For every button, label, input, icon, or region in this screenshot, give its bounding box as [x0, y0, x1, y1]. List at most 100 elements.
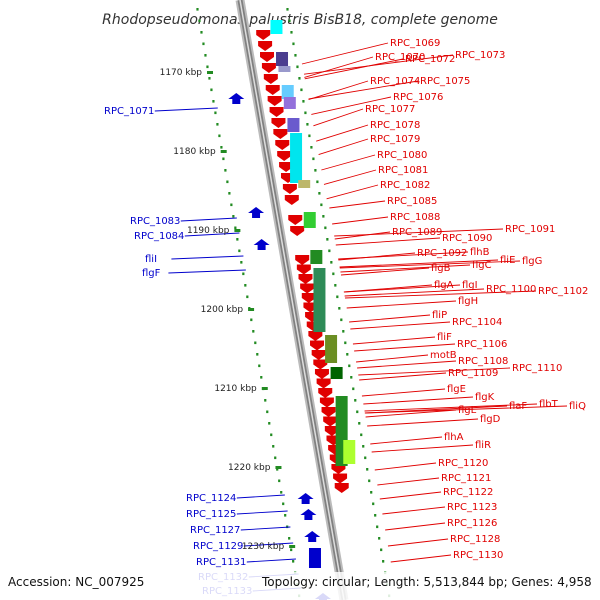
forward-gene-arrow — [273, 129, 288, 139]
forward-gene-arrow — [261, 63, 276, 73]
forward-gene-label[interactable]: fliF — [437, 332, 452, 343]
leader-line — [326, 184, 379, 200]
forward-gene-label[interactable]: flgG — [522, 256, 542, 267]
forward-gene-label[interactable]: RPC_1100 — [486, 284, 536, 295]
forward-gene-label[interactable]: flgH — [458, 296, 478, 307]
reverse-gene-label[interactable]: RPC_1124 — [186, 493, 236, 504]
leader-line — [377, 477, 440, 486]
forward-gene-label[interactable]: RPC_1077 — [365, 104, 415, 115]
tick-dot — [198, 19, 201, 23]
forward-gene-arrow — [288, 215, 303, 225]
forward-gene-label[interactable]: flaF — [509, 401, 527, 412]
forward-gene-label[interactable]: RPC_1122 — [443, 487, 493, 498]
forward-gene-label[interactable]: flgK — [475, 392, 495, 403]
leader-line — [184, 232, 240, 237]
leader-line — [349, 314, 431, 323]
forward-gene-label[interactable]: RPC_1102 — [538, 286, 588, 297]
forward-gene-label[interactable]: RPC_1081 — [378, 165, 428, 176]
forward-gene-label[interactable]: RPC_1073 — [455, 50, 505, 61]
reverse-gene-label[interactable]: fliI — [145, 254, 157, 265]
forward-gene-label[interactable]: RPC_1130 — [453, 550, 503, 561]
forward-gene-label[interactable]: fliR — [475, 440, 491, 451]
gene-block — [330, 367, 343, 379]
reverse-gene-label[interactable]: RPC_1083 — [130, 216, 180, 227]
forward-gene-label[interactable]: RPC_1106 — [457, 339, 507, 350]
reverse-gene-label[interactable]: RPC_1125 — [186, 509, 236, 520]
tick-dot — [270, 433, 273, 437]
forward-gene-label[interactable]: flgC — [472, 260, 492, 271]
forward-gene-label[interactable]: RPC_1069 — [390, 38, 440, 49]
forward-gene-label[interactable]: fliQ — [569, 401, 586, 412]
forward-gene-label[interactable]: RPC_1108 — [458, 356, 508, 367]
forward-gene-label[interactable]: RPC_1088 — [390, 212, 440, 223]
reverse-gene-label[interactable]: RPC_1071 — [104, 106, 154, 117]
forward-gene-label[interactable]: flhB — [470, 247, 490, 258]
leader-line — [311, 96, 392, 115]
tick-dot — [352, 387, 355, 391]
forward-gene-arrow — [295, 255, 310, 265]
forward-gene-label[interactable]: RPC_1072 — [405, 54, 455, 65]
reverse-gene-label[interactable]: RPC_1127 — [190, 525, 240, 536]
leader-line — [339, 260, 521, 269]
forward-gene-label[interactable]: RPC_1123 — [447, 502, 497, 513]
forward-gene-label[interactable]: flbT — [539, 399, 559, 410]
forward-gene-label[interactable]: RPC_1076 — [393, 92, 443, 103]
forward-gene-label[interactable]: RPC_1128 — [450, 534, 500, 545]
forward-gene-label[interactable]: RPC_1074 — [370, 76, 420, 87]
forward-gene-label[interactable]: flhA — [444, 432, 464, 443]
leader-line — [354, 343, 456, 352]
reverse-gene-arrow — [253, 239, 270, 250]
forward-gene-label[interactable]: RPC_1080 — [377, 150, 427, 161]
forward-gene-label[interactable]: RPC_1070 — [375, 52, 425, 63]
forward-gene-arrow — [316, 378, 331, 389]
forward-gene-label[interactable]: RPC_1085 — [387, 196, 437, 207]
reverse-gene-label[interactable]: RPC_1084 — [134, 231, 184, 242]
forward-gene-label[interactable]: RPC_1078 — [370, 120, 420, 131]
forward-gene-label[interactable]: RPC_1089 — [392, 227, 442, 238]
leader-line — [352, 336, 436, 345]
forward-gene-label[interactable]: RPC_1092 — [417, 248, 467, 259]
tick-dot — [290, 548, 293, 552]
reverse-gene-label[interactable]: RPC_1129 — [193, 541, 243, 552]
forward-gene-label[interactable]: fliE — [500, 255, 515, 266]
tick-dot — [206, 65, 209, 69]
major-tick — [207, 71, 213, 74]
leader-line — [335, 237, 441, 246]
forward-gene-label[interactable]: RPC_1120 — [438, 458, 488, 469]
forward-gene-label[interactable]: RPC_1090 — [442, 233, 492, 244]
forward-gene-label[interactable]: RPC_1082 — [380, 180, 430, 191]
tick-dot — [300, 88, 303, 92]
leader-line — [171, 255, 244, 260]
forward-gene-label[interactable]: RPC_1110 — [512, 363, 562, 374]
forward-gene-label[interactable]: flgD — [480, 414, 501, 425]
forward-gene-label[interactable]: fliP — [432, 310, 447, 321]
forward-gene-label[interactable]: flgI — [462, 280, 478, 291]
tick-dot — [246, 295, 249, 299]
leader-line — [240, 526, 291, 531]
reverse-gene-arrow — [228, 93, 245, 104]
tick-dot — [244, 284, 247, 287]
reverse-gene-label[interactable]: flgF — [142, 268, 161, 279]
forward-gene-label[interactable]: RPC_1109 — [448, 368, 498, 379]
forward-gene-label[interactable]: RPC_1075 — [420, 76, 470, 87]
forward-gene-arrow — [319, 397, 334, 408]
tick-dot — [212, 100, 215, 103]
reverse-gene-arrow — [304, 531, 321, 542]
forward-gene-label[interactable]: RPC_1079 — [370, 134, 420, 145]
forward-gene-arrow — [256, 30, 271, 40]
forward-gene-label[interactable]: motB — [430, 350, 457, 361]
forward-gene-label[interactable]: flgL — [458, 405, 477, 416]
forward-gene-label[interactable]: flgA — [434, 280, 454, 291]
forward-gene-label[interactable]: flgB — [431, 263, 451, 274]
tick-dot — [196, 8, 199, 11]
forward-gene-label[interactable]: RPC_1104 — [452, 317, 502, 328]
forward-gene-label[interactable]: flgE — [447, 384, 466, 395]
tick-dot — [272, 445, 275, 448]
tick-dot — [382, 560, 385, 563]
tick-dot — [354, 399, 357, 402]
forward-gene-label[interactable]: RPC_1091 — [505, 224, 555, 235]
forward-gene-arrow — [331, 464, 346, 474]
forward-gene-label[interactable]: RPC_1126 — [447, 518, 497, 529]
reverse-gene-label[interactable]: RPC_1131 — [196, 557, 246, 568]
forward-gene-label[interactable]: RPC_1121 — [441, 473, 491, 484]
